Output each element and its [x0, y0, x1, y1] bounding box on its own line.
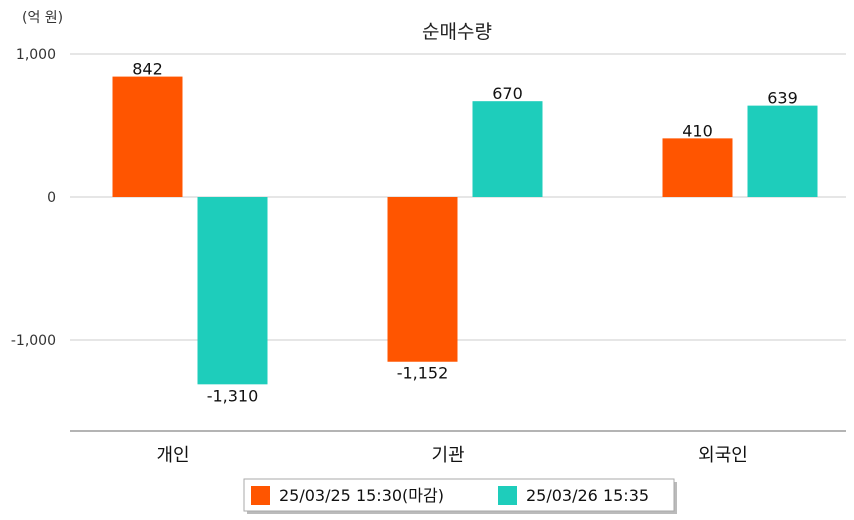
legend-box [243, 478, 675, 512]
bar [197, 197, 268, 385]
bar [387, 197, 458, 362]
y-tick-label: 1,000 [16, 47, 56, 63]
data-label: 410 [682, 121, 713, 140]
data-labels: 842 -1,152 410 -1,310 670 639 [132, 60, 798, 406]
bar [112, 76, 183, 197]
legend-swatch-series-2 [498, 486, 517, 505]
legend: 25/03/25 15:30(마감) 25/03/26 15:35 [243, 478, 677, 514]
y-unit-label: (억 원) [22, 10, 63, 26]
y-tick-label: -1,000 [11, 333, 56, 349]
x-tick-label: 외국인 [698, 445, 748, 466]
bars [112, 76, 818, 385]
data-label: 670 [492, 84, 523, 103]
legend-label-series-2: 25/03/26 15:35 [526, 486, 649, 505]
data-label: 842 [132, 60, 163, 79]
data-label: 639 [767, 89, 798, 108]
legend-swatch-series-1 [251, 486, 270, 505]
x-axis-ticks: 개인 기관 외국인 [156, 445, 747, 466]
bar [747, 105, 818, 197]
bar [472, 101, 543, 197]
data-label: -1,310 [207, 386, 259, 405]
legend-label-series-1: 25/03/25 15:30(마감) [279, 486, 444, 505]
bar [662, 138, 733, 197]
x-tick-label: 개인 [156, 445, 189, 466]
chart-title: 순매수량 [422, 21, 492, 43]
data-label: -1,152 [397, 364, 449, 383]
x-tick-label: 기관 [431, 445, 464, 466]
y-tick-label: 0 [47, 190, 56, 206]
y-axis-ticks: 1,000 0 -1,000 [11, 47, 56, 349]
